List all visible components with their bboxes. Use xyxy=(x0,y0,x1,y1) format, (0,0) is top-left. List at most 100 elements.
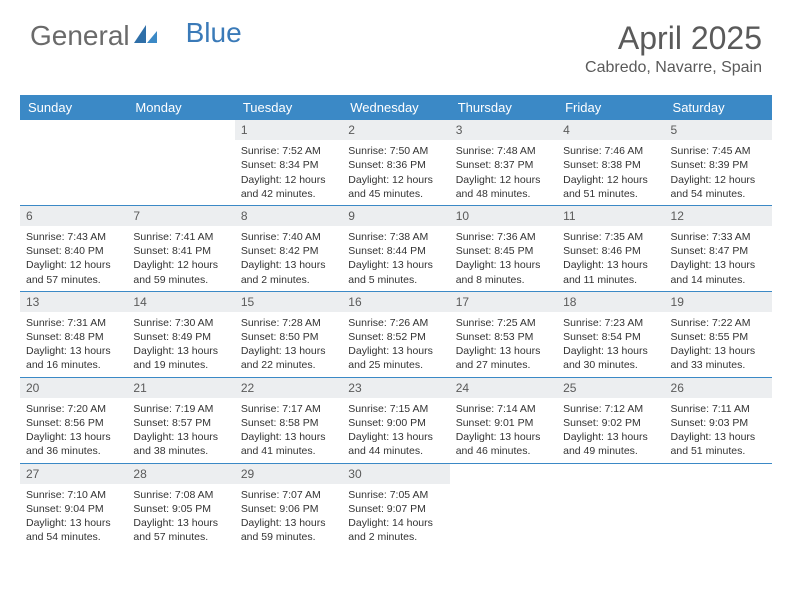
calendar-cell: 16Sunrise: 7:26 AMSunset: 8:52 PMDayligh… xyxy=(342,292,449,377)
daylight-text-1: Daylight: 13 hours xyxy=(456,258,551,272)
daylight-text-2: and 54 minutes. xyxy=(26,530,121,544)
location-label: Cabredo, Navarre, Spain xyxy=(585,59,762,77)
day-number: 16 xyxy=(342,292,449,312)
day-number: 20 xyxy=(20,378,127,398)
calendar-cell: 3Sunrise: 7:48 AMSunset: 8:37 PMDaylight… xyxy=(450,120,557,205)
day-number: 28 xyxy=(127,464,234,484)
sunset-text: Sunset: 8:55 PM xyxy=(671,330,766,344)
calendar-cell xyxy=(450,464,557,549)
calendar-cell xyxy=(20,120,127,205)
daylight-text-2: and 2 minutes. xyxy=(241,273,336,287)
day-content: Sunrise: 7:36 AMSunset: 8:45 PMDaylight:… xyxy=(450,228,557,291)
sunrise-text: Sunrise: 7:17 AM xyxy=(241,402,336,416)
calendar-cell: 21Sunrise: 7:19 AMSunset: 8:57 PMDayligh… xyxy=(127,378,234,463)
sunrise-text: Sunrise: 7:46 AM xyxy=(563,144,658,158)
daylight-text-1: Daylight: 13 hours xyxy=(563,344,658,358)
sunset-text: Sunset: 8:58 PM xyxy=(241,416,336,430)
day-number: 11 xyxy=(557,206,664,226)
sunrise-text: Sunrise: 7:14 AM xyxy=(456,402,551,416)
sunrise-text: Sunrise: 7:35 AM xyxy=(563,230,658,244)
weekday-header: Sunday xyxy=(20,95,127,120)
day-number: 1 xyxy=(235,120,342,140)
daylight-text-2: and 19 minutes. xyxy=(133,358,228,372)
daylight-text-2: and 42 minutes. xyxy=(241,187,336,201)
sunset-text: Sunset: 8:56 PM xyxy=(26,416,121,430)
day-number: 19 xyxy=(665,292,772,312)
daylight-text-2: and 14 minutes. xyxy=(671,273,766,287)
day-content: Sunrise: 7:05 AMSunset: 9:07 PMDaylight:… xyxy=(342,486,449,549)
day-number: 23 xyxy=(342,378,449,398)
sunrise-text: Sunrise: 7:25 AM xyxy=(456,316,551,330)
day-content: Sunrise: 7:22 AMSunset: 8:55 PMDaylight:… xyxy=(665,314,772,377)
day-number: 5 xyxy=(665,120,772,140)
sunset-text: Sunset: 8:42 PM xyxy=(241,244,336,258)
daylight-text-1: Daylight: 13 hours xyxy=(671,430,766,444)
sunset-text: Sunset: 8:52 PM xyxy=(348,330,443,344)
logo-text-blue: Blue xyxy=(186,17,242,49)
day-number: 18 xyxy=(557,292,664,312)
day-number: 8 xyxy=(235,206,342,226)
logo: General Blue xyxy=(30,20,242,52)
calendar: SundayMondayTuesdayWednesdayThursdayFrid… xyxy=(20,95,772,548)
sunrise-text: Sunrise: 7:11 AM xyxy=(671,402,766,416)
sunset-text: Sunset: 8:37 PM xyxy=(456,158,551,172)
day-content: Sunrise: 7:50 AMSunset: 8:36 PMDaylight:… xyxy=(342,142,449,205)
daylight-text-2: and 59 minutes. xyxy=(241,530,336,544)
daylight-text-1: Daylight: 12 hours xyxy=(348,173,443,187)
month-title: April 2025 xyxy=(585,20,762,57)
day-content: Sunrise: 7:45 AMSunset: 8:39 PMDaylight:… xyxy=(665,142,772,205)
daylight-text-2: and 41 minutes. xyxy=(241,444,336,458)
day-number: 7 xyxy=(127,206,234,226)
calendar-cell: 2Sunrise: 7:50 AMSunset: 8:36 PMDaylight… xyxy=(342,120,449,205)
sunrise-text: Sunrise: 7:43 AM xyxy=(26,230,121,244)
calendar-cell: 30Sunrise: 7:05 AMSunset: 9:07 PMDayligh… xyxy=(342,464,449,549)
calendar-cell: 10Sunrise: 7:36 AMSunset: 8:45 PMDayligh… xyxy=(450,206,557,291)
day-number: 12 xyxy=(665,206,772,226)
daylight-text-1: Daylight: 13 hours xyxy=(563,430,658,444)
day-number: 3 xyxy=(450,120,557,140)
day-content: Sunrise: 7:25 AMSunset: 8:53 PMDaylight:… xyxy=(450,314,557,377)
calendar-cell: 24Sunrise: 7:14 AMSunset: 9:01 PMDayligh… xyxy=(450,378,557,463)
day-number: 25 xyxy=(557,378,664,398)
daylight-text-1: Daylight: 13 hours xyxy=(348,258,443,272)
daylight-text-2: and 57 minutes. xyxy=(26,273,121,287)
daylight-text-1: Daylight: 13 hours xyxy=(133,344,228,358)
day-number: 26 xyxy=(665,378,772,398)
calendar-cell: 19Sunrise: 7:22 AMSunset: 8:55 PMDayligh… xyxy=(665,292,772,377)
day-number: 15 xyxy=(235,292,342,312)
daylight-text-2: and 27 minutes. xyxy=(456,358,551,372)
daylight-text-1: Daylight: 12 hours xyxy=(456,173,551,187)
daylight-text-1: Daylight: 13 hours xyxy=(241,430,336,444)
weekday-header: Tuesday xyxy=(235,95,342,120)
calendar-body: 1Sunrise: 7:52 AMSunset: 8:34 PMDaylight… xyxy=(20,120,772,548)
daylight-text-2: and 5 minutes. xyxy=(348,273,443,287)
day-number: 27 xyxy=(20,464,127,484)
sunrise-text: Sunrise: 7:26 AM xyxy=(348,316,443,330)
calendar-cell xyxy=(557,464,664,549)
calendar-cell: 14Sunrise: 7:30 AMSunset: 8:49 PMDayligh… xyxy=(127,292,234,377)
day-content: Sunrise: 7:48 AMSunset: 8:37 PMDaylight:… xyxy=(450,142,557,205)
sunset-text: Sunset: 9:04 PM xyxy=(26,502,121,516)
daylight-text-2: and 44 minutes. xyxy=(348,444,443,458)
sunset-text: Sunset: 8:40 PM xyxy=(26,244,121,258)
sunset-text: Sunset: 8:46 PM xyxy=(563,244,658,258)
calendar-cell: 6Sunrise: 7:43 AMSunset: 8:40 PMDaylight… xyxy=(20,206,127,291)
daylight-text-1: Daylight: 13 hours xyxy=(671,258,766,272)
sunrise-text: Sunrise: 7:22 AM xyxy=(671,316,766,330)
calendar-cell: 11Sunrise: 7:35 AMSunset: 8:46 PMDayligh… xyxy=(557,206,664,291)
calendar-week-row: 13Sunrise: 7:31 AMSunset: 8:48 PMDayligh… xyxy=(20,291,772,377)
daylight-text-1: Daylight: 13 hours xyxy=(26,344,121,358)
daylight-text-2: and 11 minutes. xyxy=(563,273,658,287)
daylight-text-2: and 45 minutes. xyxy=(348,187,443,201)
daylight-text-2: and 36 minutes. xyxy=(26,444,121,458)
day-content: Sunrise: 7:26 AMSunset: 8:52 PMDaylight:… xyxy=(342,314,449,377)
calendar-cell: 29Sunrise: 7:07 AMSunset: 9:06 PMDayligh… xyxy=(235,464,342,549)
calendar-week-row: 20Sunrise: 7:20 AMSunset: 8:56 PMDayligh… xyxy=(20,377,772,463)
calendar-week-row: 27Sunrise: 7:10 AMSunset: 9:04 PMDayligh… xyxy=(20,463,772,549)
day-number: 29 xyxy=(235,464,342,484)
calendar-cell xyxy=(665,464,772,549)
day-number: 2 xyxy=(342,120,449,140)
sunrise-text: Sunrise: 7:45 AM xyxy=(671,144,766,158)
sunset-text: Sunset: 8:50 PM xyxy=(241,330,336,344)
daylight-text-1: Daylight: 12 hours xyxy=(26,258,121,272)
